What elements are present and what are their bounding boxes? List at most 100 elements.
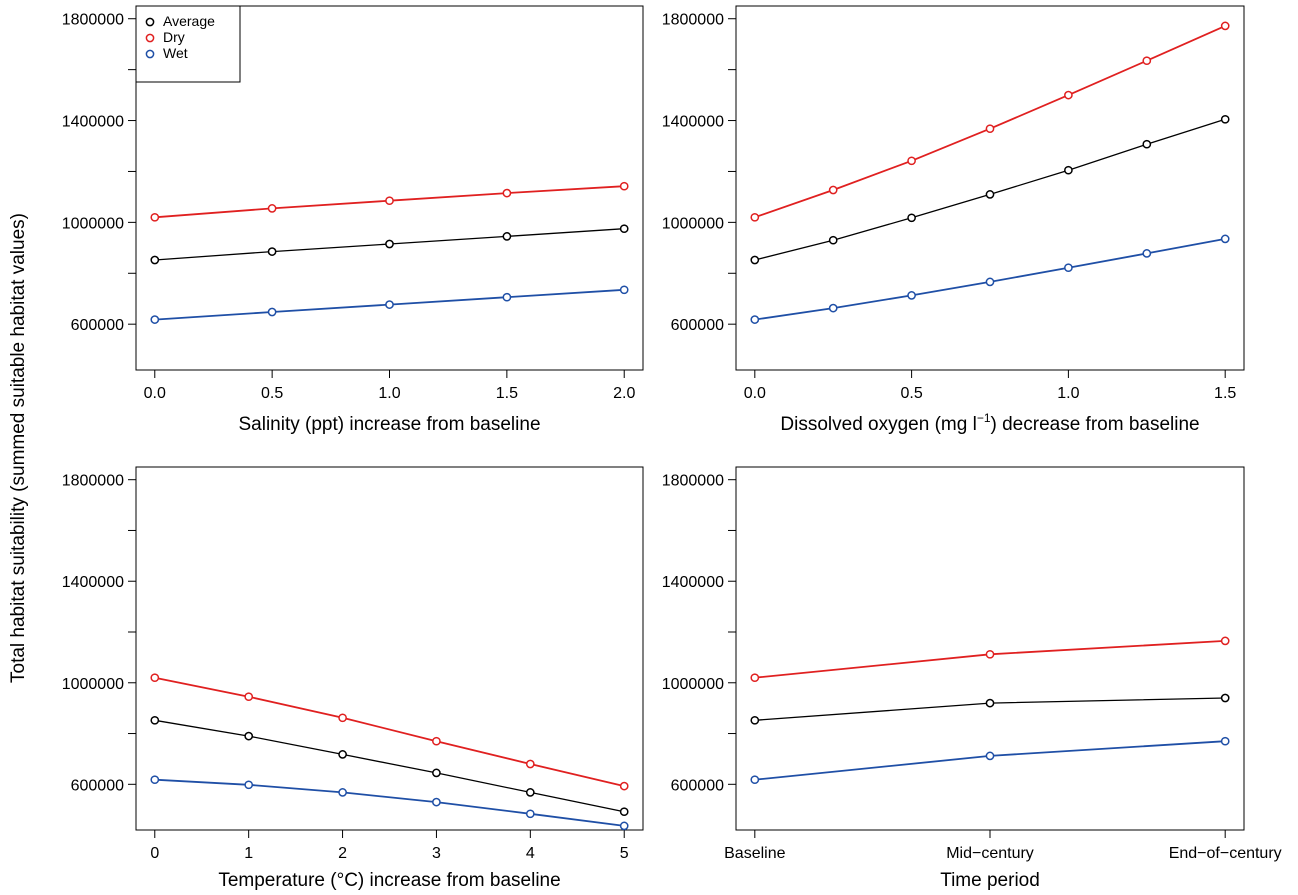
data-point [525,759,535,769]
series-average [150,224,629,265]
y-axis-label: Total habitat suitability (summed suitab… [8,213,29,683]
legend-label: Wet [163,45,188,61]
data-point [619,821,629,831]
data-point [619,781,629,791]
y-tick-label: 600000 [71,317,124,334]
data-point [525,788,535,797]
data-point [1220,234,1230,244]
y-tick-label: 1400000 [62,114,124,131]
data-point [432,797,441,807]
x-axis-label: Salinity (ppt) increase from baseline [238,414,540,435]
series-average [750,693,1230,725]
data-point [750,673,760,683]
panels: 600000 1000000 1400000 1800000 0.0 0.5 1.0 1.5 2… [62,5,1282,891]
series-dry [150,673,629,791]
series-average [150,715,629,817]
plot-frame [135,466,644,831]
x-tick-label: Baseline [724,845,785,862]
x-tick-label: 0.0 [144,385,166,402]
data-point [150,775,160,785]
y-tick-label: 1400000 [662,574,724,591]
data-point [619,807,629,817]
data-point [244,780,254,790]
data-point [1064,165,1073,175]
data-point [619,224,629,234]
series-line [754,118,1226,261]
y-tick-label: 1400000 [662,114,724,131]
plot-frame [735,5,1245,371]
data-point [985,698,995,708]
data-point [985,190,995,199]
y-tick-label: 1000000 [62,676,124,693]
data-point [750,715,760,725]
series-line [154,676,625,787]
x-tick-label: 1 [244,845,253,862]
series-line [754,740,1226,781]
data-point [1220,114,1230,124]
x-tick-label: 1.5 [1214,385,1236,402]
data-point [985,277,995,287]
data-point [985,124,995,134]
y-tick-label: 1400000 [62,574,124,591]
data-point [267,247,277,256]
data-point [750,315,760,324]
series-average [750,114,1230,265]
x-tick-label: 3 [432,845,441,862]
x-axis-label-superscript: −1 [977,411,991,425]
data-point [150,212,160,222]
x-tick-label: 0.5 [261,385,283,402]
data-point [750,212,760,222]
data-point [1064,90,1073,100]
data-point [1064,263,1073,273]
legend-box [135,5,241,83]
legend-label: Dry [163,29,185,45]
data-point [432,768,441,778]
x-tick-label: 0 [150,845,159,862]
data-point [907,156,916,166]
data-point [502,292,512,302]
y-tick-label: 600000 [671,317,724,334]
x-axis-label-part: ) decrease from baseline [991,414,1200,435]
y-tick-label: 600000 [71,777,124,794]
data-point [907,213,916,223]
plot-frame [735,466,1245,831]
data-point [502,232,512,241]
series-dry [750,21,1230,222]
data-point [750,255,760,265]
y-tick-label: 1000000 [662,215,724,232]
y-tick-label: 1800000 [662,12,724,29]
data-point [985,649,995,659]
data-point [150,673,160,683]
data-point [267,307,277,317]
data-point [385,239,394,249]
x-tick-label: 1.0 [378,385,400,402]
data-point [338,713,347,723]
data-point [828,185,838,195]
data-point [907,291,916,300]
data-point [267,204,277,213]
x-tick-label: 1.0 [1057,385,1079,402]
data-point [150,315,160,324]
y-tick-label: 1000000 [662,676,724,693]
series-wet [750,234,1230,324]
data-point [244,731,254,741]
data-point [1220,736,1230,746]
x-tick-label: 2 [338,845,347,862]
series-line [754,640,1226,679]
data-point [1142,56,1152,66]
x-tick-label: 1.5 [496,385,518,402]
x-tick-label: 4 [526,845,535,862]
series-wet [150,285,629,324]
data-point [150,255,160,265]
legend-label: Average [163,13,215,29]
data-point [385,196,394,206]
data-point [619,285,629,295]
y-tick-label: 600000 [671,777,724,794]
data-point [750,775,760,785]
x-tick-label: 0.0 [744,385,766,402]
data-point [244,692,254,702]
x-axis-label: Temperature (°C) increase from baseline [218,870,560,891]
x-axis-label: Time period [940,870,1040,891]
data-point [338,750,347,759]
